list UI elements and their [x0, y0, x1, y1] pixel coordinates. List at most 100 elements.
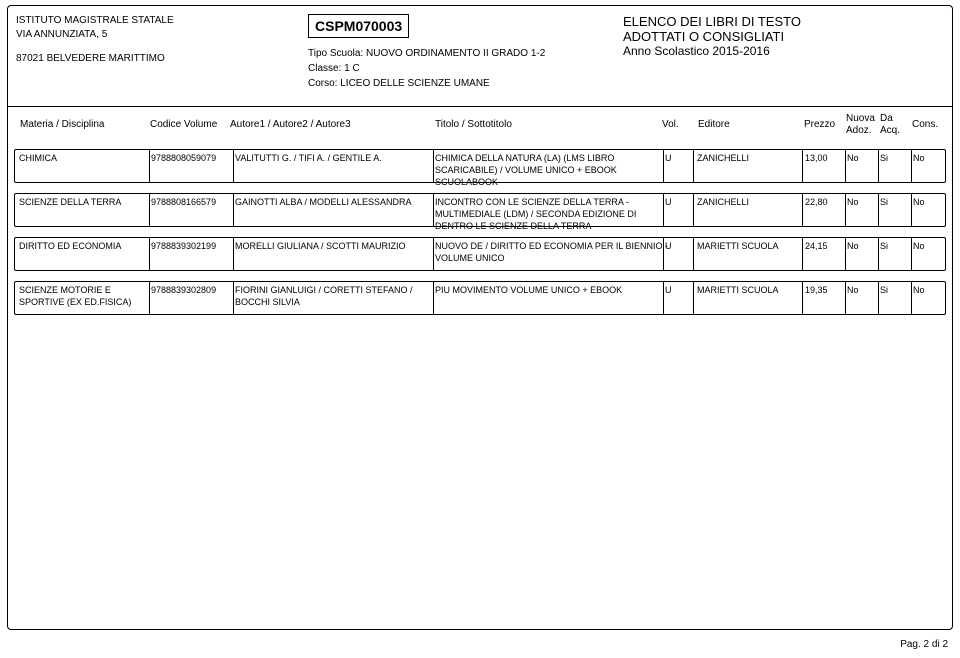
- cell-cons: No: [913, 152, 941, 164]
- col-codice: Codice Volume: [150, 119, 217, 130]
- column-separator: [149, 282, 150, 314]
- cell-titolo: CHIMICA DELLA NATURA (LA) (LMS LIBRO SCA…: [435, 152, 670, 188]
- column-separator: [233, 282, 234, 314]
- cell-nuova-adoz: No: [847, 196, 877, 208]
- cell-prezzo: 13,00: [805, 152, 843, 164]
- col-titolo: Titolo / Sottotitolo: [435, 119, 512, 130]
- cell-da-acq: Si: [880, 152, 908, 164]
- col-editore: Editore: [698, 119, 730, 130]
- tipo-label: Tipo Scuola:: [308, 48, 363, 59]
- col-ado1: Nuova: [846, 113, 875, 124]
- table-rows: CHIMICA9788808059079 VALITUTTI G. / TIFI …: [8, 147, 952, 327]
- column-separator: [149, 238, 150, 270]
- institute-address1: VIA ANNUNZIATA, 5: [16, 28, 296, 42]
- cell-codice: 9788808166579: [151, 196, 231, 208]
- classe-value: 1 C: [344, 63, 360, 74]
- cell-vol: U: [665, 240, 680, 252]
- col-acq1: Da: [880, 113, 893, 124]
- column-separator: [845, 150, 846, 182]
- cell-editore: ZANICHELLI: [697, 152, 797, 164]
- table-row: DIRITTO ED ECONOMIA9788839302199MORELLI …: [14, 237, 946, 271]
- cell-cons: No: [913, 284, 941, 296]
- cell-prezzo: 24,15: [805, 240, 843, 252]
- corso-value: LICEO DELLE SCIENZE UMANE: [340, 78, 489, 89]
- cell-codice: 9788839302809: [151, 284, 231, 296]
- column-separator: [433, 194, 434, 226]
- cell-prezzo: 19,35: [805, 284, 843, 296]
- column-separator: [433, 238, 434, 270]
- cell-cons: No: [913, 240, 941, 252]
- tipo-scuola-line: Tipo Scuola: NUOVO ORDINAMENTO II GRADO …: [308, 46, 588, 61]
- column-separator: [233, 238, 234, 270]
- header: ISTITUTO MAGISTRALE STATALE VIA ANNUNZIA…: [8, 6, 952, 107]
- title-line1: ELENCO DEI LIBRI DI TESTO: [623, 14, 933, 29]
- column-headers: Materia / Disciplina Codice Volume Autor…: [8, 107, 952, 147]
- classe-label: Classe:: [308, 63, 341, 74]
- column-separator: [433, 150, 434, 182]
- column-separator: [233, 150, 234, 182]
- cell-nuova-adoz: No: [847, 152, 877, 164]
- table-row: CHIMICA9788808059079 VALITUTTI G. / TIFI …: [14, 149, 946, 183]
- cell-vol: U: [665, 152, 680, 164]
- cell-nuova-adoz: No: [847, 284, 877, 296]
- cell-editore: ZANICHELLI: [697, 196, 797, 208]
- column-separator: [693, 194, 694, 226]
- header-title-block: ELENCO DEI LIBRI DI TESTO ADOTTATI O CON…: [623, 14, 933, 59]
- column-separator: [802, 282, 803, 314]
- title-line2: ADOTTATI O CONSIGLIATI: [623, 29, 933, 44]
- cell-materia: CHIMICA: [19, 152, 149, 164]
- cell-codice: 9788839302199: [151, 240, 231, 252]
- corso-label: Corso:: [308, 78, 337, 89]
- column-separator: [149, 194, 150, 226]
- institute-address2: 87021 BELVEDERE MARITTIMO: [16, 52, 296, 66]
- cell-editore: MARIETTI SCUOLA: [697, 240, 797, 252]
- page-footer: Pag. 2 di 2: [900, 639, 948, 650]
- cell-materia: SCIENZE DELLA TERRA: [19, 196, 149, 208]
- cell-titolo: PIU MOVIMENTO VOLUME UNICO + EBOOK: [435, 284, 670, 296]
- cell-materia: SCIENZE MOTORIE E SPORTIVE (EX ED.FISICA…: [19, 284, 149, 308]
- corso-line: Corso: LICEO DELLE SCIENZE UMANE: [308, 76, 588, 91]
- column-separator: [911, 282, 912, 314]
- column-separator: [233, 194, 234, 226]
- institute-name: ISTITUTO MAGISTRALE STATALE: [16, 14, 296, 28]
- classe-line: Classe: 1 C: [308, 61, 588, 76]
- school-code: CSPM070003: [308, 14, 409, 38]
- header-school-meta: CSPM070003 Tipo Scuola: NUOVO ORDINAMENT…: [308, 14, 588, 91]
- column-separator: [845, 238, 846, 270]
- cell-titolo: NUOVO DE / DIRITTO ED ECONOMIA PER IL BI…: [435, 240, 670, 264]
- col-prezzo: Prezzo: [804, 119, 835, 130]
- column-separator: [693, 282, 694, 314]
- cell-titolo: INCONTRO CON LE SCIENZE DELLA TERRA - MU…: [435, 196, 670, 232]
- column-separator: [802, 238, 803, 270]
- cell-autori: VALITUTTI G. / TIFI A. / GENTILE A.: [235, 152, 430, 164]
- col-acq2: Acq.: [880, 125, 900, 136]
- col-vol: Vol.: [662, 119, 679, 130]
- cell-cons: No: [913, 196, 941, 208]
- column-separator: [878, 194, 879, 226]
- cell-nuova-adoz: No: [847, 240, 877, 252]
- anno-scolastico: Anno Scolastico 2015-2016: [623, 44, 933, 59]
- column-separator: [433, 282, 434, 314]
- col-cons: Cons.: [912, 119, 938, 130]
- column-separator: [911, 194, 912, 226]
- column-separator: [911, 150, 912, 182]
- column-separator: [802, 194, 803, 226]
- page-frame: ISTITUTO MAGISTRALE STATALE VIA ANNUNZIA…: [7, 5, 953, 630]
- cell-da-acq: Si: [880, 196, 908, 208]
- cell-editore: MARIETTI SCUOLA: [697, 284, 797, 296]
- cell-autori: GAINOTTI ALBA / MODELLI ALESSANDRA: [235, 196, 430, 208]
- column-separator: [845, 194, 846, 226]
- table-row: SCIENZE DELLA TERRA9788808166579 GAINOTTI…: [14, 193, 946, 227]
- cell-da-acq: Si: [880, 284, 908, 296]
- column-separator: [911, 238, 912, 270]
- column-separator: [802, 150, 803, 182]
- cell-codice: 9788808059079: [151, 152, 231, 164]
- column-separator: [878, 282, 879, 314]
- cell-vol: U: [665, 196, 680, 208]
- column-separator: [149, 150, 150, 182]
- header-institute-block: ISTITUTO MAGISTRALE STATALE VIA ANNUNZIA…: [16, 14, 296, 66]
- cell-da-acq: Si: [880, 240, 908, 252]
- cell-autori: FIORINI GIANLUIGI / CORETTI STEFANO / BO…: [235, 284, 430, 308]
- column-separator: [878, 150, 879, 182]
- column-separator: [878, 238, 879, 270]
